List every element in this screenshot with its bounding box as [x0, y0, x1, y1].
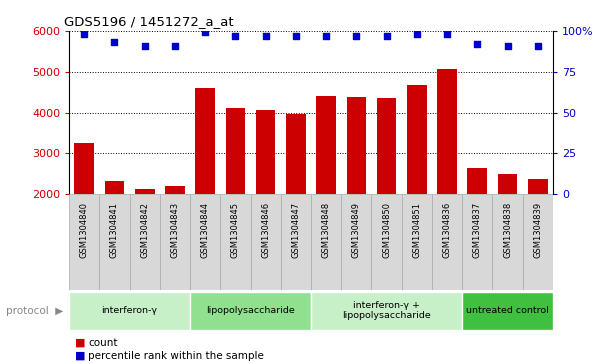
- Point: [322, 33, 331, 38]
- Text: untreated control: untreated control: [466, 306, 549, 315]
- Text: GSM1304836: GSM1304836: [442, 202, 451, 258]
- Bar: [462, 293, 553, 330]
- Bar: [438, 69, 457, 194]
- Text: GSM1304840: GSM1304840: [80, 202, 89, 258]
- Bar: [256, 110, 275, 194]
- Text: ■: ■: [75, 338, 85, 348]
- Text: count: count: [88, 338, 118, 348]
- Bar: [468, 168, 487, 194]
- Point: [200, 29, 210, 35]
- Bar: [195, 88, 215, 194]
- Text: percentile rank within the sample: percentile rank within the sample: [88, 351, 264, 361]
- Bar: [401, 194, 432, 290]
- Text: GSM1304838: GSM1304838: [503, 202, 512, 258]
- Point: [533, 42, 543, 48]
- Text: GSM1304843: GSM1304843: [171, 202, 180, 258]
- Bar: [498, 174, 517, 194]
- Point: [231, 33, 240, 38]
- Point: [412, 31, 422, 37]
- Point: [109, 39, 119, 45]
- Bar: [432, 194, 462, 290]
- Text: GSM1304837: GSM1304837: [473, 202, 482, 258]
- Text: GSM1304851: GSM1304851: [412, 202, 421, 258]
- Text: GSM1304839: GSM1304839: [533, 202, 542, 258]
- Bar: [311, 293, 462, 330]
- Bar: [281, 194, 311, 290]
- Point: [140, 42, 150, 48]
- Text: GSM1304844: GSM1304844: [201, 202, 210, 258]
- Bar: [130, 194, 160, 290]
- Bar: [377, 98, 397, 194]
- Point: [79, 31, 89, 37]
- Point: [291, 33, 300, 38]
- Text: GSM1304841: GSM1304841: [110, 202, 119, 258]
- Text: GSM1304842: GSM1304842: [140, 202, 149, 258]
- Bar: [341, 194, 371, 290]
- Text: GSM1304847: GSM1304847: [291, 202, 300, 258]
- Point: [170, 42, 180, 48]
- Bar: [371, 194, 401, 290]
- Bar: [75, 143, 94, 194]
- Bar: [407, 85, 427, 194]
- Text: GSM1304845: GSM1304845: [231, 202, 240, 258]
- Bar: [286, 114, 306, 194]
- Bar: [105, 181, 124, 194]
- Text: protocol  ▶: protocol ▶: [6, 306, 63, 316]
- Bar: [462, 194, 492, 290]
- Bar: [69, 194, 99, 290]
- Bar: [316, 96, 336, 194]
- Bar: [528, 179, 548, 194]
- Bar: [99, 194, 130, 290]
- Text: GSM1304848: GSM1304848: [322, 202, 331, 258]
- Text: interferon-γ +
lipopolysaccharide: interferon-γ + lipopolysaccharide: [342, 301, 431, 320]
- Bar: [165, 185, 185, 194]
- Text: ■: ■: [75, 351, 85, 361]
- Bar: [311, 194, 341, 290]
- Text: GSM1304849: GSM1304849: [352, 202, 361, 258]
- Point: [261, 33, 270, 38]
- Point: [472, 41, 482, 47]
- Bar: [251, 194, 281, 290]
- Bar: [160, 194, 190, 290]
- Bar: [190, 293, 311, 330]
- Point: [442, 31, 452, 37]
- Bar: [523, 194, 553, 290]
- Bar: [347, 97, 366, 194]
- Text: lipopolysaccharide: lipopolysaccharide: [206, 306, 295, 315]
- Bar: [135, 189, 154, 194]
- Bar: [492, 194, 523, 290]
- Text: GSM1304850: GSM1304850: [382, 202, 391, 258]
- Point: [352, 33, 361, 38]
- Text: interferon-γ: interferon-γ: [102, 306, 157, 315]
- Bar: [69, 293, 190, 330]
- Bar: [225, 107, 245, 194]
- Text: GDS5196 / 1451272_a_at: GDS5196 / 1451272_a_at: [64, 15, 234, 28]
- Bar: [221, 194, 251, 290]
- Point: [382, 33, 391, 38]
- Bar: [190, 194, 221, 290]
- Text: GSM1304846: GSM1304846: [261, 202, 270, 258]
- Point: [503, 42, 513, 48]
